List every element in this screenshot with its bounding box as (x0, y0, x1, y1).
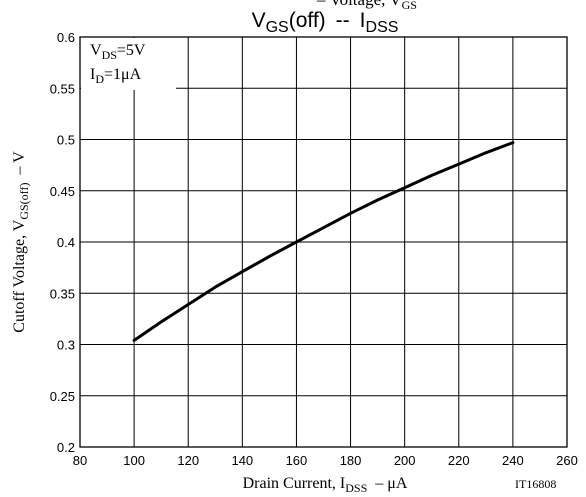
y-tick-label: 0.6 (57, 30, 75, 45)
y-axis-label: Cutoff Voltage, VGS(off)– V (11, 151, 31, 333)
x-tick-label: 180 (340, 453, 362, 468)
x-tick-label: 140 (231, 453, 253, 468)
figure-code: IT16808 (515, 477, 556, 491)
y-tick-label: 0.3 (57, 338, 75, 353)
x-tick-label: 120 (177, 453, 199, 468)
x-tick-label: 220 (448, 453, 470, 468)
x-tick-label: 160 (286, 453, 308, 468)
y-tick-label: 0.4 (57, 235, 75, 250)
chart-title-clipped: – Voltage, VGS (316, 0, 417, 12)
tick-labels: 80 100 120 140 160 180 200 220 240 260 0.2 0.25 0.3 0… (50, 30, 578, 468)
x-axis-label: Drain Current, IDSS – μA (243, 475, 408, 495)
y-tick-label: 0.35 (50, 286, 75, 301)
grid-lines (79, 36, 568, 448)
annotation-backdrop (81, 38, 176, 90)
plot-frame (79, 36, 568, 448)
series-line (132, 141, 515, 342)
x-tick-label: 80 (73, 453, 87, 468)
annotation-line-1: VDS=5V (90, 42, 146, 62)
chart-title: VGS(off) -- IDSS (252, 9, 399, 36)
x-tick-label: 260 (556, 453, 578, 468)
y-tick-label: 0.25 (50, 389, 75, 404)
y-tick-label: 0.55 (50, 81, 75, 96)
y-tick-label: 0.45 (50, 184, 75, 199)
y-tick-label: 0.2 (57, 440, 75, 455)
x-tick-label: 200 (394, 453, 416, 468)
y-tick-label: 0.5 (57, 133, 75, 148)
x-tick-label: 100 (123, 453, 145, 468)
x-tick-label: 240 (502, 453, 524, 468)
annotation-line-2: ID=1μA (90, 66, 142, 86)
